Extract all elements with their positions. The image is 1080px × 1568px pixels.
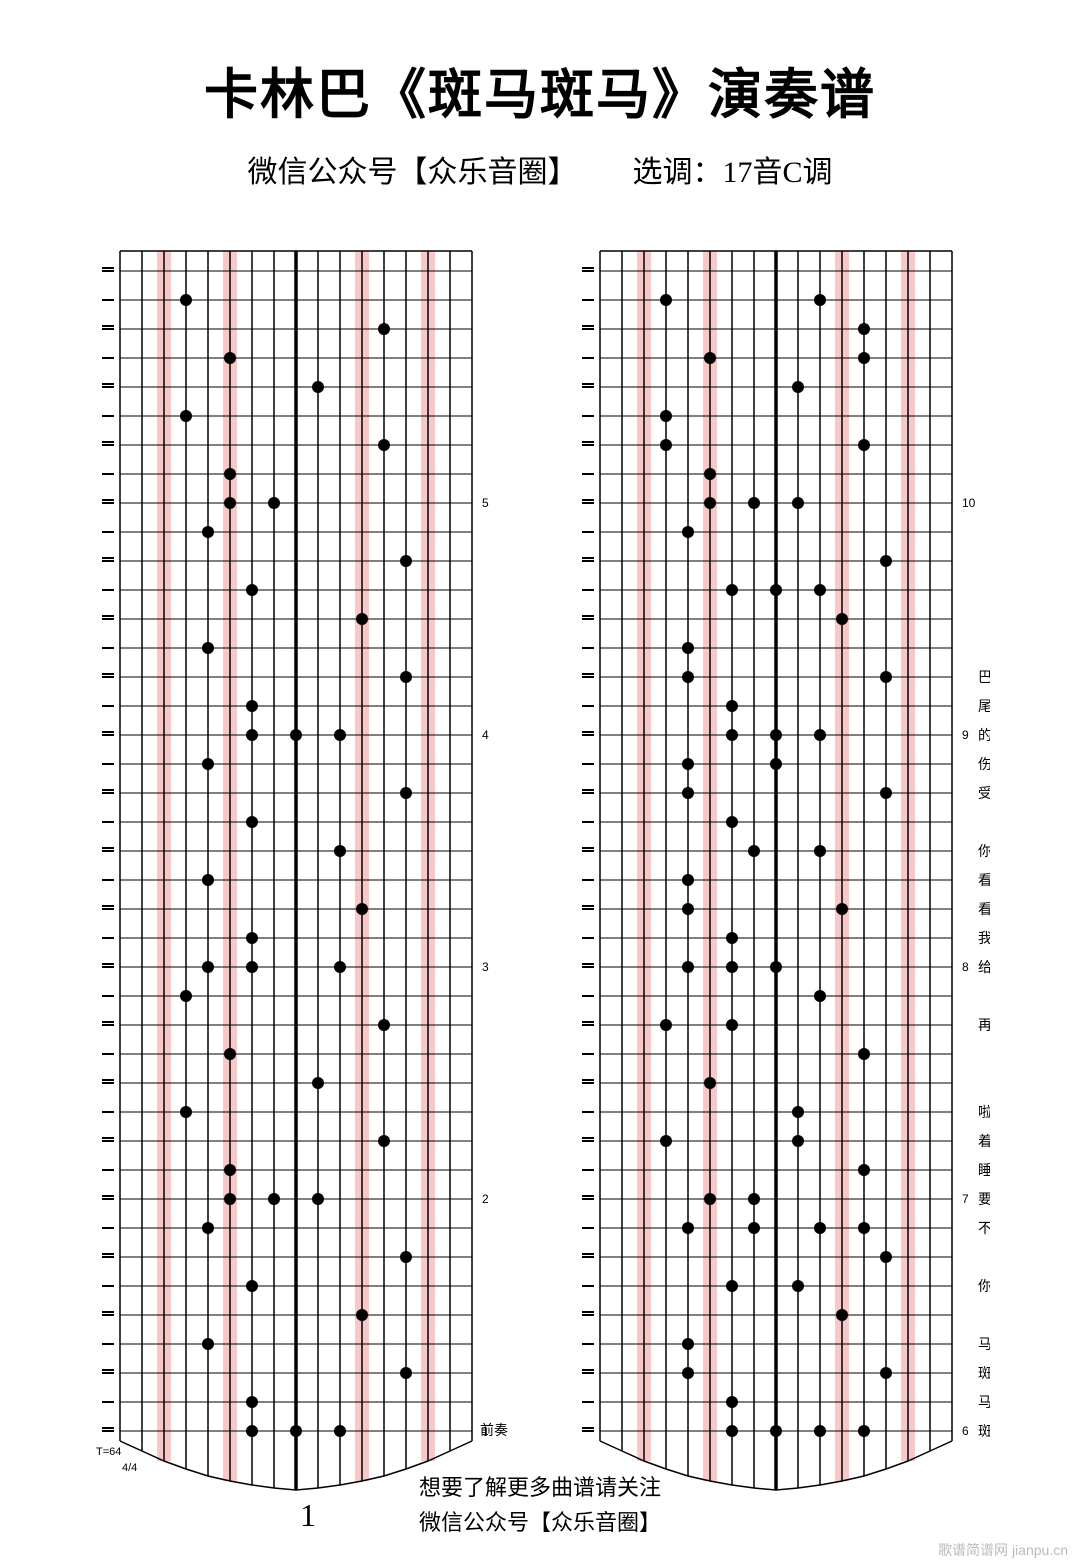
svg-text:我: 我: [978, 931, 990, 947]
svg-text:不: 不: [978, 1222, 990, 1237]
kalimba-tab-right: 678910斑马斑马你不要睡着啦再给我看看你受伤的尾巴: [570, 231, 990, 1481]
svg-text:要: 要: [978, 1193, 990, 1208]
watermark-text: 歌谱简谱网 jianpu.cn: [938, 1540, 1068, 1560]
svg-text:看: 看: [978, 873, 990, 889]
tabs-container: 12345T=644/4前奏 678910斑马斑马你不要睡着啦再给我看看你受伤的…: [0, 231, 1080, 1481]
subtitle-left: 微信公众号【众乐音圈】: [247, 156, 577, 189]
svg-text:你: 你: [978, 1279, 990, 1295]
svg-text:啦: 啦: [978, 1104, 990, 1121]
page-title: 卡林巴《斑马斑马》演奏谱: [0, 0, 1080, 129]
svg-text:6: 6: [962, 1424, 969, 1438]
svg-text:9: 9: [962, 728, 969, 742]
footer-line-2: 微信公众号【众乐音圈】: [0, 1505, 1080, 1540]
svg-text:前奏: 前奏: [480, 1422, 508, 1439]
svg-text:2: 2: [482, 1192, 489, 1206]
subtitle-right: 选调：17音C调: [632, 156, 832, 189]
footer-text: 想要了解更多曲谱请关注 微信公众号【众乐音圈】: [0, 1470, 1080, 1540]
svg-text:的: 的: [978, 728, 990, 744]
svg-text:伤: 伤: [978, 757, 990, 773]
kalimba-tab-left: 12345T=644/4前奏: [90, 231, 510, 1481]
svg-text:看: 看: [978, 902, 990, 918]
svg-text:斑: 斑: [978, 1366, 990, 1382]
subtitle-row: 微信公众号【众乐音圈】 选调：17音C调: [0, 147, 1080, 191]
svg-text:马: 马: [978, 1337, 990, 1353]
svg-text:巴: 巴: [978, 671, 990, 686]
svg-text:再: 再: [978, 1019, 990, 1034]
svg-text:睡: 睡: [978, 1163, 990, 1179]
svg-text:你: 你: [978, 844, 990, 860]
svg-text:着: 着: [978, 1134, 990, 1150]
svg-text:7: 7: [962, 1192, 969, 1206]
svg-text:8: 8: [962, 960, 969, 974]
svg-text:斑: 斑: [978, 1424, 990, 1440]
svg-text:4: 4: [482, 728, 489, 742]
svg-text:受: 受: [978, 786, 990, 802]
svg-text:5: 5: [482, 496, 489, 510]
svg-text:给: 给: [978, 960, 990, 976]
svg-text:T=64: T=64: [96, 1446, 121, 1458]
footer-line-1: 想要了解更多曲谱请关注: [0, 1470, 1080, 1505]
svg-text:尾: 尾: [978, 700, 990, 715]
svg-text:3: 3: [482, 960, 489, 974]
svg-text:马: 马: [978, 1395, 990, 1411]
svg-text:10: 10: [962, 496, 976, 510]
